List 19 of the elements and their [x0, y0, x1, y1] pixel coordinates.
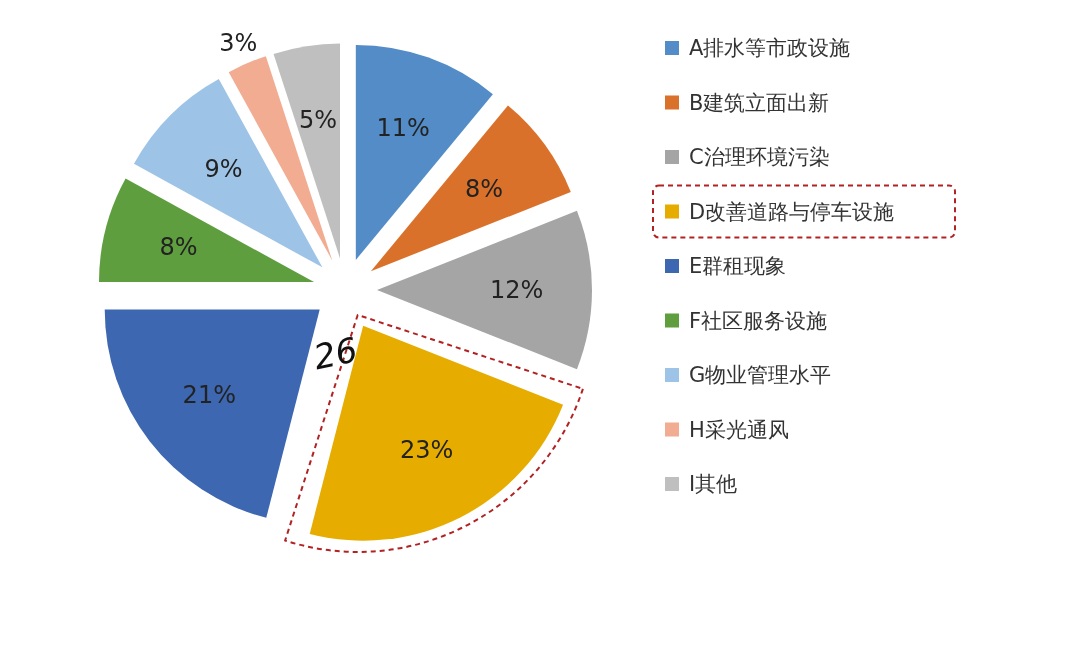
- data-label: 21%: [182, 381, 236, 410]
- legend-label: A排水等市政设施: [689, 36, 851, 60]
- legend-label: F社区服务设施: [689, 308, 828, 333]
- legend-label: G物业管理水平: [689, 363, 832, 387]
- text: 26: [310, 329, 361, 378]
- data-label: 9%: [204, 154, 243, 183]
- data-label: 5%: [299, 106, 338, 135]
- data-label: 23%: [399, 436, 454, 465]
- data-label: 11%: [376, 114, 430, 143]
- legend-label: H采光通风: [689, 417, 789, 442]
- legend-label: C治理环境污染: [689, 145, 830, 169]
- data-label: 8%: [464, 175, 503, 204]
- legend-label: I其他: [689, 472, 738, 496]
- legend-label: E群租现象: [689, 254, 787, 278]
- data-label: 12%: [490, 276, 544, 304]
- data-label: 3%: [219, 29, 258, 58]
- legend-label: B建筑立面出新: [689, 90, 830, 115]
- data-label: 8%: [159, 233, 198, 262]
- legend-label: D改善道路与停车设施: [689, 199, 895, 224]
